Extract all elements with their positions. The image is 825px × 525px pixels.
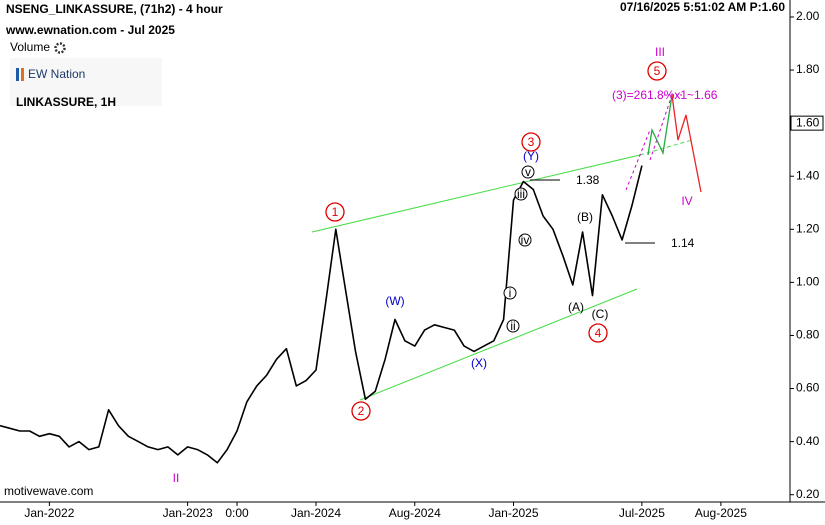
wave-circle	[588, 323, 608, 343]
channel-line	[625, 129, 651, 191]
price-line	[0, 165, 643, 464]
x-tick-label: 0:00	[225, 506, 249, 520]
wave-label: i	[509, 286, 512, 300]
logo-text: EW Nation	[28, 67, 85, 81]
trend-line	[359, 288, 638, 401]
x-tick-label: Jul-2025	[619, 506, 665, 520]
last-price-label: 1.60	[796, 115, 820, 129]
wave-label: (A)	[568, 300, 584, 314]
wave-circle	[521, 132, 541, 152]
x-tick-label: Aug-2025	[695, 506, 747, 520]
wave-circle	[514, 187, 528, 201]
wave-circle	[521, 165, 535, 179]
wave-label: ii	[510, 319, 515, 333]
y-tick-label: 0.80	[796, 328, 820, 342]
wave-label: 5	[654, 64, 661, 78]
wave-overlay	[311, 94, 702, 401]
wave-label: iii	[517, 187, 525, 201]
y-tick-label: 0.40	[796, 434, 820, 448]
logo-mark	[21, 68, 24, 81]
wave-label: II	[173, 471, 180, 485]
wave-label: III	[655, 45, 665, 59]
wave-circle	[351, 401, 371, 421]
last-price-box	[790, 115, 824, 131]
x-tick-label: Aug-2024	[389, 506, 441, 520]
wave-label: (X)	[471, 356, 487, 370]
wave-label: 3	[528, 135, 535, 149]
wave-circle	[647, 61, 667, 81]
footer: motivewave.com	[4, 484, 93, 498]
chart-title: NSENG_LINKASSURE, (71h2) - 4 hour	[6, 2, 223, 16]
trend-line	[311, 154, 641, 233]
projection	[671, 94, 702, 193]
x-tick-label: Jan-2023	[163, 506, 213, 520]
y-tick-label: 1.20	[796, 221, 820, 235]
logo-box	[10, 58, 162, 106]
wave-label: 2	[358, 404, 365, 418]
wave-label: iv	[521, 233, 530, 247]
wave-label: 4	[595, 326, 602, 340]
y-tick-label: 1.80	[796, 62, 820, 76]
y-tick-label: 0.20	[796, 487, 820, 501]
wave-circle	[325, 202, 345, 222]
wave-label: IV	[681, 194, 692, 208]
wave-label: v	[525, 165, 531, 179]
settings-icon[interactable]	[54, 42, 66, 54]
x-tick-label: Jan-2025	[488, 506, 538, 520]
wave-label: 1.14	[671, 236, 695, 250]
y-tick-label: 0.60	[796, 381, 820, 395]
x-tick-label: Jan-2024	[291, 506, 341, 520]
logo-mark	[16, 68, 19, 81]
y-tick-label: 1.00	[796, 275, 820, 289]
wave-circle	[518, 233, 532, 247]
wave-label: (W)	[385, 294, 404, 308]
wave-label: (3)=261.8%x1~1.66	[612, 88, 718, 102]
y-tick-label: 2.00	[796, 9, 820, 23]
volume-label: Volume	[10, 40, 50, 54]
wave-label: (C)	[592, 307, 609, 321]
wave-circle	[506, 319, 520, 333]
wave-circle	[503, 286, 517, 300]
wave-label: 1	[332, 205, 339, 219]
projection	[647, 94, 673, 156]
timestamp: 07/16/2025 5:51:02 AM P:1.60	[620, 0, 785, 14]
chart-subtitle: www.ewnation.com - Jul 2025	[5, 23, 175, 37]
wave-label: (Y)	[523, 149, 539, 163]
wave-label: 1.38	[576, 173, 600, 187]
wave-label: (B)	[577, 210, 593, 224]
instrument-label: LINKASSURE, 1H	[16, 95, 116, 109]
x-tick-label: Jan-2022	[24, 506, 74, 520]
y-tick-label: 1.40	[796, 168, 820, 182]
